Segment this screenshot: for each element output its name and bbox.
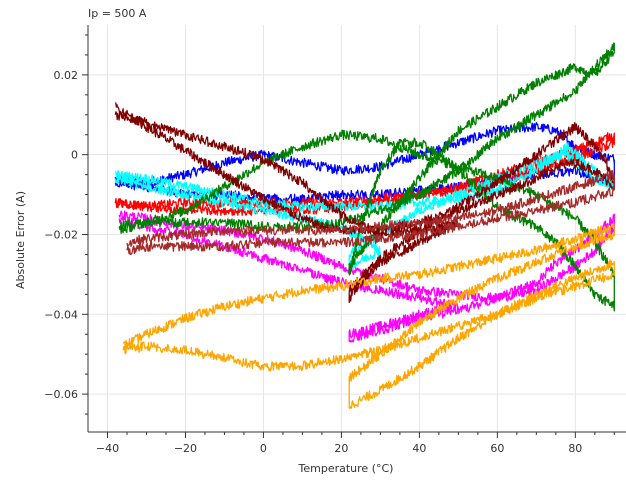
y-tick-label: 0 — [71, 149, 78, 162]
series-line — [114, 132, 615, 216]
y-tick-label: −0.02 — [44, 228, 78, 241]
y-tick-label: 0.02 — [54, 69, 79, 82]
x-tick-label: 60 — [490, 442, 504, 455]
x-tick-label: 20 — [334, 442, 348, 455]
y-tick-label: −0.06 — [44, 388, 78, 401]
y-tick-label: −0.04 — [44, 308, 78, 321]
x-tick-label: −40 — [96, 442, 119, 455]
x-tick-label: 40 — [412, 442, 426, 455]
series-line — [114, 141, 615, 272]
x-tick-label: 80 — [568, 442, 582, 455]
y-axis-label: Absolute Error (A) — [14, 191, 27, 289]
series-line — [122, 222, 615, 410]
ticks: −40 −20 0 20 40 60 80 0.02 0 −0.02 −0.04 −0.06 — [44, 34, 615, 455]
x-tick-label: 0 — [260, 442, 267, 455]
series-line — [118, 42, 615, 312]
series-line — [126, 170, 615, 256]
series-group — [114, 42, 615, 410]
x-axis-label: Temperature (°C) — [298, 462, 394, 475]
chart-title: Ip = 500 A — [88, 7, 147, 20]
x-tick-label: −20 — [174, 442, 197, 455]
series-line — [114, 102, 615, 304]
series-line — [118, 210, 615, 343]
